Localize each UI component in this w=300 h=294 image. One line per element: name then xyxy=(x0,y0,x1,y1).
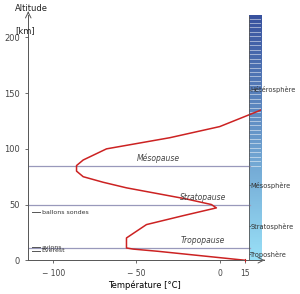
Text: avions: avions xyxy=(42,245,62,250)
Text: ballons sondes: ballons sondes xyxy=(42,210,88,215)
Text: Stratopause: Stratopause xyxy=(180,193,226,202)
Text: Tropopause: Tropopause xyxy=(181,236,225,245)
Text: Hétérosphère: Hétérosphère xyxy=(250,86,296,93)
Text: Troposhère: Troposhère xyxy=(250,250,287,258)
X-axis label: Température [°C]: Température [°C] xyxy=(108,280,181,290)
Text: Everest: Everest xyxy=(42,248,65,253)
Text: Mésosphère: Mésosphère xyxy=(250,182,291,189)
Text: Altitude: Altitude xyxy=(15,4,48,13)
Text: Stratosphère: Stratosphère xyxy=(250,223,294,230)
Text: Mésopause: Mésopause xyxy=(136,153,180,163)
Text: [km]: [km] xyxy=(15,26,34,35)
